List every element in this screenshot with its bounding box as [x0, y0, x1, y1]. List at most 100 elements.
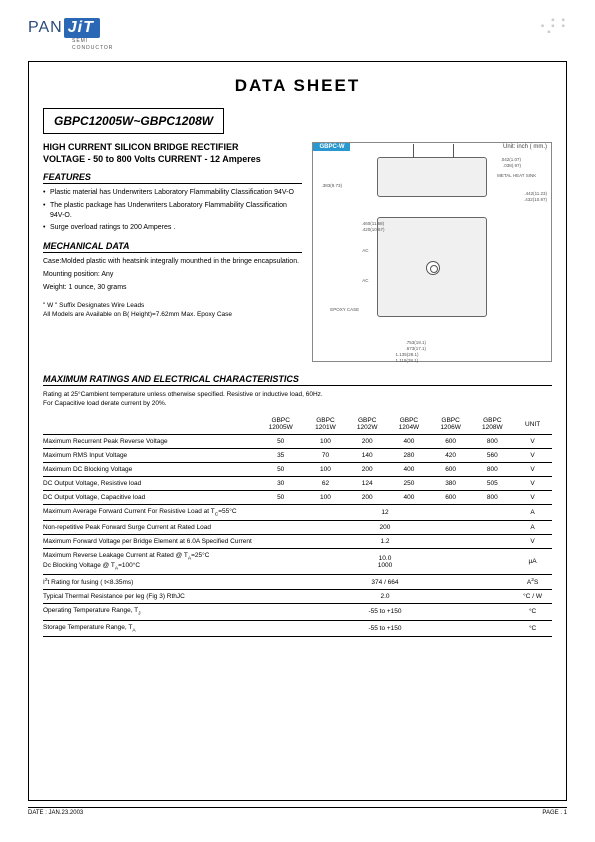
value-cell: 420	[430, 449, 472, 463]
dim-text: .442(11.23)	[524, 191, 547, 196]
table-row: Typical Thermal Resistance per leg (Fig …	[43, 590, 552, 604]
logo-jit: JiT	[64, 18, 100, 38]
unit-cell: V	[513, 477, 552, 491]
epoxy-label: EPOXY CASE	[330, 307, 359, 312]
logo-sub1: SEMI	[72, 39, 113, 45]
table-row: Maximum Average Forward Current For Resi…	[43, 505, 552, 521]
diagram-label: GBPC-W	[313, 143, 350, 151]
features-head: FEATURES	[43, 172, 302, 184]
table-row: Operating Temperature Range, TJ-55 to +1…	[43, 604, 552, 620]
diagram-unit: Unit: inch ( mm.)	[499, 143, 551, 151]
param-cell: Non-repetitive Peak Forward Surge Curren…	[43, 521, 257, 535]
table-row: DC Output Voltage, Resistive load3062124…	[43, 477, 552, 491]
value-cell: 380	[430, 477, 472, 491]
dim-text: .432(10.97)	[524, 197, 547, 202]
unit-cell: V	[513, 449, 552, 463]
feature-item: Surge overload ratings to 200 Amperes .	[43, 223, 302, 233]
value-cell: 50	[257, 491, 305, 505]
heatsink-label: METAL HEAT SINK	[497, 173, 536, 178]
value-cell: -55 to +150	[257, 604, 513, 620]
param-cell: Maximum DC Blocking Voltage	[43, 463, 257, 477]
mounting-hole-icon	[426, 261, 440, 275]
value-cell: 400	[388, 491, 430, 505]
col-label: GBPC1208W	[482, 417, 503, 431]
content-frame: DATA SHEET GBPC12005W~GBPC1208W HIGH CUR…	[28, 61, 567, 801]
value-cell: 10.01000	[257, 549, 513, 575]
value-cell: 800	[471, 435, 513, 449]
footer-page: PAGE . 1	[542, 810, 567, 816]
col-head: GBPC1204W	[388, 414, 430, 435]
value-cell: 50	[257, 435, 305, 449]
dim-text: .420(10.67)	[361, 227, 384, 232]
ratings-tbody: Maximum Recurrent Peak Reverse Voltage50…	[43, 435, 552, 637]
value-cell: 600	[430, 491, 472, 505]
param-cell: Maximum Forward Voltage per Bridge Eleme…	[43, 535, 257, 549]
note-line: All Models are Available on B( Height)=7…	[43, 310, 302, 319]
unit-cell: V	[513, 535, 552, 549]
footer-date: DATE : JAN.23.2003	[28, 810, 83, 816]
col-label: GBPC1202W	[357, 417, 378, 431]
param-cell: I2t Rating for fusing ( t<8.35ms)	[43, 575, 257, 590]
unit-cell: V	[513, 463, 552, 477]
col-head: GBPC1201W	[305, 414, 347, 435]
table-row: Maximum Recurrent Peak Reverse Voltage50…	[43, 435, 552, 449]
table-header-row: GBPC12005W GBPC1201W GBPC1202W GBPC1204W…	[43, 414, 552, 435]
value-cell: 35	[257, 449, 305, 463]
value-cell: 800	[471, 491, 513, 505]
table-row: I2t Rating for fusing ( t<8.35ms)374 / 6…	[43, 575, 552, 590]
unit-cell: V	[513, 491, 552, 505]
ac-label: AC	[362, 248, 368, 253]
value-cell: 800	[471, 463, 513, 477]
param-cell: DC Output Voltage, Resistive load	[43, 477, 257, 491]
value-cell: 30	[257, 477, 305, 491]
param-cell: DC Output Voltage, Capacitive load	[43, 491, 257, 505]
value-cell: 560	[471, 449, 513, 463]
product-rating: VOLTAGE - 50 to 800 Volts CURRENT - 12 A…	[43, 154, 302, 164]
suffix-notes: " W " Suffix Designates Wire Leads All M…	[43, 301, 302, 319]
package-diagram: GBPC-W Unit: inch ( mm.) AC AC METAL HEA…	[312, 142, 552, 362]
features-list: Plastic material has Underwriters Labora…	[43, 188, 302, 233]
dim-text: 1.135(28.1)	[395, 352, 418, 357]
dim-text: .460(11.68)	[361, 221, 384, 226]
mech-line: Case:Molded plastic with heatsink integr…	[43, 257, 302, 267]
dim-text: .753(19.1)	[405, 340, 426, 345]
mech-line: Weight: 1 ounce, 30 grams	[43, 283, 302, 293]
param-cell: Maximum Recurrent Peak Reverse Voltage	[43, 435, 257, 449]
col-label: UNIT	[525, 421, 540, 428]
value-cell: 250	[388, 477, 430, 491]
value-cell: 62	[305, 477, 347, 491]
dim-text: 1.115(28.1)	[395, 358, 418, 363]
logo: PAN JiT SEMI CONDUCTOR	[28, 18, 113, 51]
package-side-view	[377, 157, 487, 197]
col-head: GBPC1202W	[346, 414, 388, 435]
ratings-head: MAXIMUM RATINGS AND ELECTRICAL CHARACTER…	[43, 374, 552, 386]
unit-cell: V	[513, 435, 552, 449]
value-cell: 200	[346, 491, 388, 505]
value-cell: -55 to +150	[257, 620, 513, 636]
value-cell: 50	[257, 463, 305, 477]
value-cell: 505	[471, 477, 513, 491]
value-cell: 140	[346, 449, 388, 463]
ratings-table: GBPC12005W GBPC1201W GBPC1202W GBPC1204W…	[43, 414, 552, 637]
dim-text: .042(1.07)	[500, 157, 521, 162]
dim-text: .038(.97)	[503, 163, 521, 168]
param-cell: Typical Thermal Resistance per leg (Fig …	[43, 590, 257, 604]
value-cell: 400	[388, 435, 430, 449]
product-type: HIGH CURRENT SILICON BRIDGE RECTIFIER	[43, 142, 302, 152]
value-cell: 200	[346, 435, 388, 449]
table-row: Maximum RMS Input Voltage357014028042056…	[43, 449, 552, 463]
dim-text: .673(17.1)	[405, 346, 426, 351]
unit-cell: A	[513, 505, 552, 521]
unit-cell: µA	[513, 549, 552, 575]
table-row: Non-repetitive Peak Forward Surge Curren…	[43, 521, 552, 535]
unit-cell: °C	[513, 620, 552, 636]
decorative-dots: ▪ ▪▪ ▪ ▪▪	[541, 18, 567, 36]
note-line: " W " Suffix Designates Wire Leads	[43, 301, 302, 310]
feature-item: Plastic material has Underwriters Labora…	[43, 188, 302, 198]
table-row: Storage Temperature Range, TA-55 to +150…	[43, 620, 552, 636]
value-cell: 400	[388, 463, 430, 477]
value-cell: 100	[305, 463, 347, 477]
value-cell: 100	[305, 435, 347, 449]
value-cell: 600	[430, 463, 472, 477]
table-row: Maximum Forward Voltage per Bridge Eleme…	[43, 535, 552, 549]
